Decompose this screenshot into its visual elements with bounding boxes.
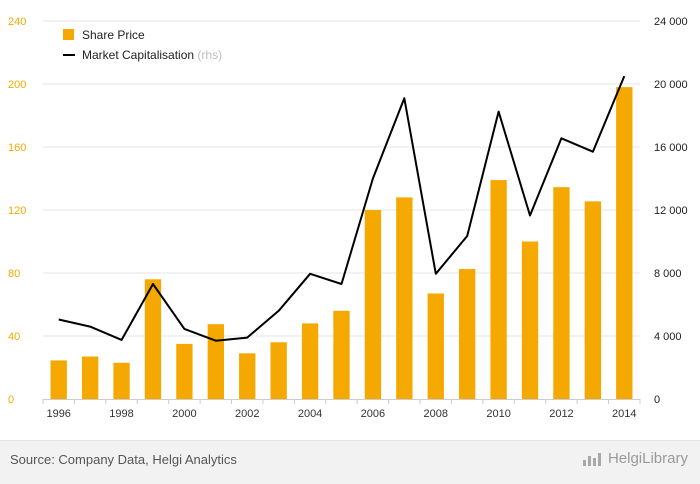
y-right-tick-label: 24 000 bbox=[654, 16, 688, 28]
x-tick-label: 1998 bbox=[109, 408, 133, 420]
share-price-bar bbox=[364, 210, 382, 399]
share-price-bar bbox=[176, 343, 193, 399]
x-tick-label: 2006 bbox=[361, 408, 385, 420]
y-left-tick-label: 0 bbox=[8, 394, 14, 406]
y-right-tick-label: 12 000 bbox=[654, 205, 688, 217]
y-right-tick-label: 4 000 bbox=[654, 331, 682, 343]
y-right-tick-label: 20 000 bbox=[654, 79, 688, 91]
share-price-bar bbox=[207, 324, 224, 399]
y-left-tick-label: 120 bbox=[8, 205, 26, 217]
x-tick-label: 2002 bbox=[235, 408, 259, 420]
right-axis-ticks: 0 4 000 8 000 12 000 16 000 20 000 24 000 bbox=[654, 16, 688, 406]
share-price-bar bbox=[459, 269, 476, 399]
y-left-tick-label: 200 bbox=[8, 79, 26, 91]
legend-label-market-cap: Market Capitalisation (rhs) bbox=[82, 48, 222, 62]
share-price-bar bbox=[333, 310, 350, 399]
share-price-bar bbox=[616, 87, 633, 400]
chart: 0 40 80 120 160 200 240 0 4 000 8 000 12 000 16 00… bbox=[8, 16, 688, 420]
x-tick-label: 1996 bbox=[46, 408, 70, 420]
share-price-bar bbox=[396, 197, 413, 399]
share-price-bar bbox=[521, 241, 539, 399]
brand-name: HelgiLibrary bbox=[607, 450, 688, 467]
x-axis-ticks: 1996 1998 2000 2002 2004 2006 2008 2010 2012 2014 bbox=[42, 399, 641, 420]
legend-label-rhs: (rhs) bbox=[197, 48, 222, 62]
y-left-tick-label: 40 bbox=[8, 331, 20, 343]
share-price-bar bbox=[50, 360, 67, 399]
gridlines bbox=[43, 20, 640, 337]
share-price-bar bbox=[490, 180, 507, 399]
y-right-tick-label: 8 000 bbox=[654, 268, 682, 280]
y-left-tick-label: 80 bbox=[8, 268, 20, 280]
share-price-bar bbox=[113, 362, 130, 399]
bar-chart-logo-icon bbox=[582, 452, 601, 466]
share-price-bars bbox=[50, 87, 633, 400]
x-tick-label: 2000 bbox=[172, 408, 196, 420]
share-price-bar bbox=[81, 356, 99, 399]
share-price-bar bbox=[239, 353, 256, 399]
market-cap-line bbox=[58, 75, 626, 342]
y-right-tick-label: 0 bbox=[654, 394, 660, 406]
brand-logo[interactable]: HelgiLibrary bbox=[582, 450, 688, 467]
y-left-tick-label: 240 bbox=[8, 16, 26, 28]
x-tick-label: 2014 bbox=[612, 408, 636, 420]
share-price-bar bbox=[301, 323, 319, 399]
footer: Source: Company Data, Helgi Analytics He… bbox=[0, 440, 700, 484]
left-axis-ticks: 0 40 80 120 160 200 240 bbox=[8, 16, 26, 406]
x-tick-label: 2008 bbox=[424, 408, 448, 420]
source-note: Source: Company Data, Helgi Analytics bbox=[10, 452, 237, 467]
share-price-bar bbox=[553, 187, 570, 399]
x-tick-label: 2010 bbox=[486, 408, 510, 420]
x-tick-label: 2004 bbox=[298, 408, 322, 420]
y-left-tick-label: 160 bbox=[8, 142, 26, 154]
legend-label-share-price: Share Price bbox=[82, 28, 145, 42]
share-price-bar bbox=[427, 293, 444, 399]
share-price-bar bbox=[144, 279, 162, 399]
legend-label-market-cap-name: Market Capitalisation bbox=[82, 48, 194, 62]
legend-swatch-share-price bbox=[63, 29, 74, 40]
y-right-tick-label: 16 000 bbox=[654, 142, 688, 154]
x-tick-label: 2012 bbox=[549, 408, 573, 420]
share-price-bar bbox=[270, 342, 287, 399]
share-price-bar bbox=[584, 201, 602, 399]
legend: Share Price Market Capitalisation (rhs) bbox=[63, 28, 222, 62]
